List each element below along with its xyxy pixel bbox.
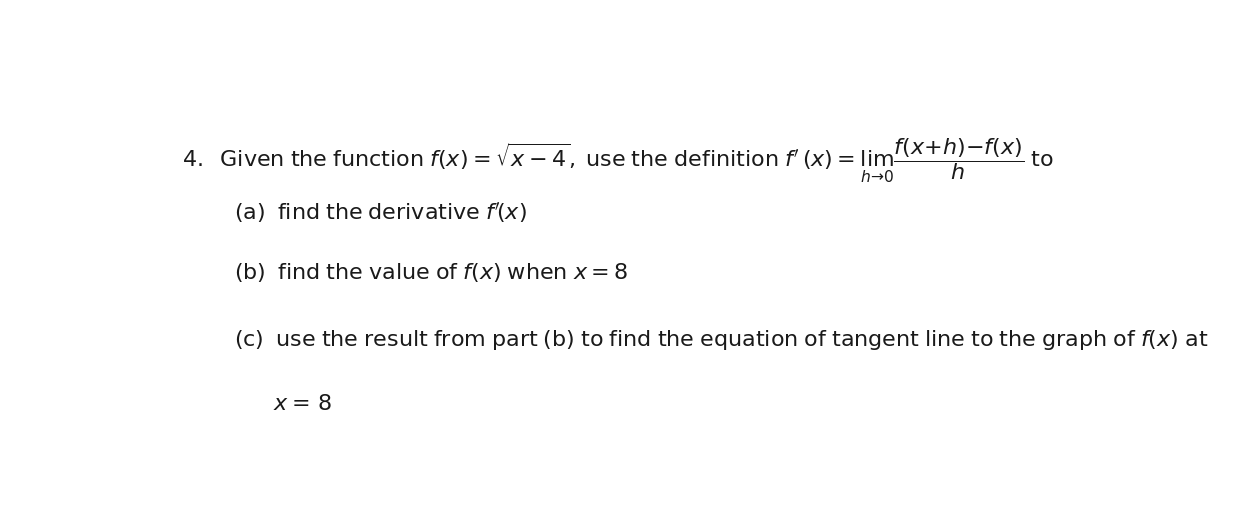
Text: $\mathrm{4.\;\;Given\;the\;function\;} f(x) = \sqrt{x-4}\mathrm{,\;use\;the\;def: $\mathrm{4.\;\;Given\;the\;function\;} f… — [183, 137, 1054, 185]
Text: $\mathrm{(a)\;\;find\;the\;derivative\;} f'\!(x)$: $\mathrm{(a)\;\;find\;the\;derivative\;}… — [235, 201, 527, 225]
Text: $\mathrm{(b)\;\;find\;the\;value\;of\;} f(x) \mathrm{\;when\;} x = 8$: $\mathrm{(b)\;\;find\;the\;value\;of\;} … — [235, 261, 628, 284]
Text: $\mathrm{(c)\;\;use\;the\;result\;from\;part\;(b)\;to\;find\;the\;equation\;of\;: $\mathrm{(c)\;\;use\;the\;result\;from\;… — [235, 328, 1208, 352]
Text: $x{=}\,8$: $x{=}\,8$ — [273, 394, 332, 414]
